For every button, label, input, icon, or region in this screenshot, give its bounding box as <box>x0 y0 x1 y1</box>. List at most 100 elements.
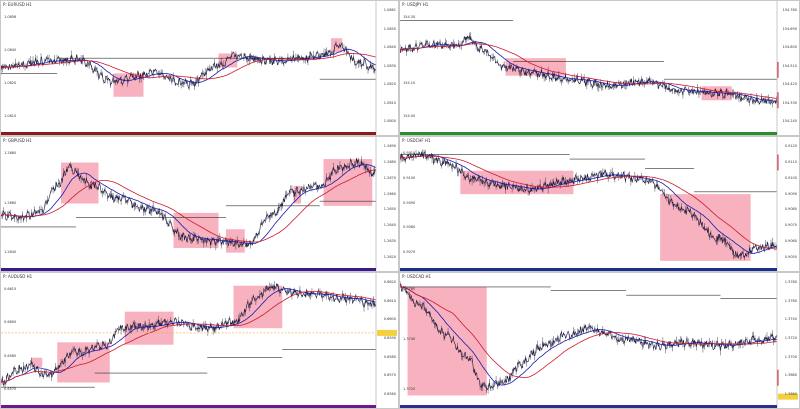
moving-average-slow <box>400 283 778 378</box>
axis-marker <box>778 393 798 400</box>
inplot-price-label: 0.9070 <box>403 250 416 254</box>
chart-title: P: EURUSD H1 <box>3 2 32 7</box>
price-axis-label: 1.3720 <box>784 336 797 340</box>
price-axis-label: 0.6580 <box>383 354 396 359</box>
price-axis-label: 1.2630 <box>383 239 396 244</box>
chart-canvas <box>400 137 799 271</box>
price-axis <box>376 1 398 135</box>
price-axis-label: 0.9110 <box>784 159 797 164</box>
price-axis-label: 1.3680 <box>784 373 797 378</box>
inplot-price-label: 1.2660 <box>4 200 17 205</box>
highlight-zone <box>31 357 43 368</box>
inplot-price-label: 0.9110 <box>403 151 416 155</box>
chart-canvas <box>1 1 398 135</box>
price-axis-label: 1.3660 <box>784 392 797 396</box>
chart-pane-middle-left[interactable]: P: GBPUSD H1 1.2690 1.2680 1.2670 1.2660 1.26… <box>0 136 399 272</box>
price-axis-label: 154.780 <box>782 8 797 12</box>
inplot-price-label: 0.9080 <box>403 225 416 230</box>
chart-title: P: GBPUSD H1 <box>3 138 32 143</box>
time-axis-strip <box>400 132 777 135</box>
price-axis-label: 154.690 <box>782 26 797 31</box>
chart-canvas <box>1 273 398 408</box>
inplot-price-label: 154.10 <box>403 81 416 85</box>
inplot-price-label: 0.9100 <box>403 175 416 180</box>
moving-average-slow <box>1 290 377 383</box>
chart-pane-bottom-left[interactable]: P: AUDUSD H1 0.6620 0.6610 0.6600 0.6590 0.65… <box>0 272 399 409</box>
price-line <box>400 35 778 106</box>
price-axis-label: 0.6570 <box>383 373 396 378</box>
highlight-zone <box>407 286 487 396</box>
chart-title: P: USDCHF H1 <box>402 138 431 143</box>
time-axis-strip <box>1 132 376 135</box>
inplot-price-label: 0.6570 <box>4 387 17 391</box>
price-axis-label: 0.9060 <box>784 239 797 244</box>
inplot-price-label: 1.3720 <box>403 387 416 391</box>
price-axis-label: 154.510 <box>782 63 797 68</box>
inplot-price-label: 154.30 <box>403 15 416 19</box>
moving-average-fast <box>1 288 377 383</box>
inplot-price-label: 0.6615 <box>4 287 17 291</box>
chart-pane-top-left[interactable]: P: EURUSD H1 1.0861 1.0850 1.0840 1.0830 1.08… <box>0 0 399 136</box>
inplot-price-label: 0.6585 <box>4 353 17 358</box>
chart-pane-bottom-right[interactable]: P: USDCAD H1 1.3780 1.3760 1.3740 1.3720 1.37… <box>399 272 800 409</box>
moving-average-slow <box>400 155 778 250</box>
chart-canvas <box>1 137 398 271</box>
price-axis-label: 0.9090 <box>784 191 797 196</box>
price-axis-label: 0.6590 <box>383 336 396 340</box>
chart-title: P: AUDUSD H1 <box>3 274 33 279</box>
price-axis-label: 0.9100 <box>784 175 797 180</box>
price-axis-label: 1.3740 <box>784 317 797 322</box>
inplot-price-label: 0.9090 <box>403 200 416 205</box>
inplot-price-label: 0.6600 <box>4 320 17 325</box>
price-axis-label: 1.2660 <box>383 191 396 196</box>
price-axis-label: 1.2670 <box>383 175 396 180</box>
price-axis-label: 154.240 <box>782 119 797 123</box>
price-axis-label: 1.2650 <box>383 207 396 212</box>
moving-average-slow <box>1 52 377 80</box>
inplot-price-label: 1.0856 <box>4 15 17 19</box>
chart-pane-top-right[interactable]: P: USDJPY H1 154.780 154.690 154.600 154.510… <box>399 0 800 136</box>
time-axis-strip <box>400 268 777 271</box>
chart-title: P: USDCAD H1 <box>402 274 432 279</box>
price-axis-label: 1.0830 <box>383 63 396 68</box>
highlight-zone <box>218 53 238 68</box>
time-axis-strip <box>1 405 376 408</box>
moving-average-fast <box>1 48 377 84</box>
highlight-zone <box>293 185 301 204</box>
price-axis-label: 1.3780 <box>784 280 797 284</box>
moving-average-fast <box>400 154 778 254</box>
inplot-price-label: 154.20 <box>403 48 416 52</box>
price-axis-label: 154.420 <box>782 82 797 86</box>
price-axis <box>376 273 398 408</box>
chart-canvas <box>400 1 799 135</box>
price-axis-label: 154.330 <box>782 100 797 105</box>
inplot-price-label: 1.3760 <box>403 287 416 291</box>
price-axis-label: 1.0800 <box>383 119 396 123</box>
price-axis-label: 154.600 <box>782 45 797 49</box>
price-axis <box>376 137 398 271</box>
price-line <box>1 157 376 248</box>
highlight-zone <box>505 58 566 76</box>
inplot-price-label: 1.0810 <box>4 114 17 118</box>
inplot-price-label: 1.2640 <box>4 250 17 254</box>
chart-canvas <box>400 273 799 408</box>
time-axis-strip <box>400 405 777 408</box>
inplot-price-label: 1.3740 <box>403 337 416 341</box>
price-axis-label: 0.9120 <box>784 144 797 148</box>
chart-pane-middle-right[interactable]: P: USDCHF H1 0.9120 0.9110 0.9100 0.9090 0.90… <box>399 136 800 272</box>
price-axis-label: 0.9050 <box>784 255 797 259</box>
price-axis <box>777 137 799 271</box>
moving-average-slow <box>1 168 377 243</box>
price-axis-label: 1.2680 <box>383 159 396 164</box>
price-axis-label: 1.2690 <box>383 144 396 148</box>
chart-title: P: USDJPY H1 <box>402 2 429 7</box>
price-axis-label: 1.0820 <box>383 82 396 86</box>
price-axis-label: 1.2640 <box>383 223 396 228</box>
price-line <box>400 151 778 259</box>
price-axis-label: 0.6560 <box>383 392 396 396</box>
price-axis-label: 1.3700 <box>784 354 797 359</box>
inplot-price-label: 154.00 <box>403 114 416 118</box>
price-axis-label: 0.6610 <box>383 298 396 303</box>
price-line <box>1 41 377 90</box>
price-axis-label: 0.9080 <box>784 207 797 212</box>
